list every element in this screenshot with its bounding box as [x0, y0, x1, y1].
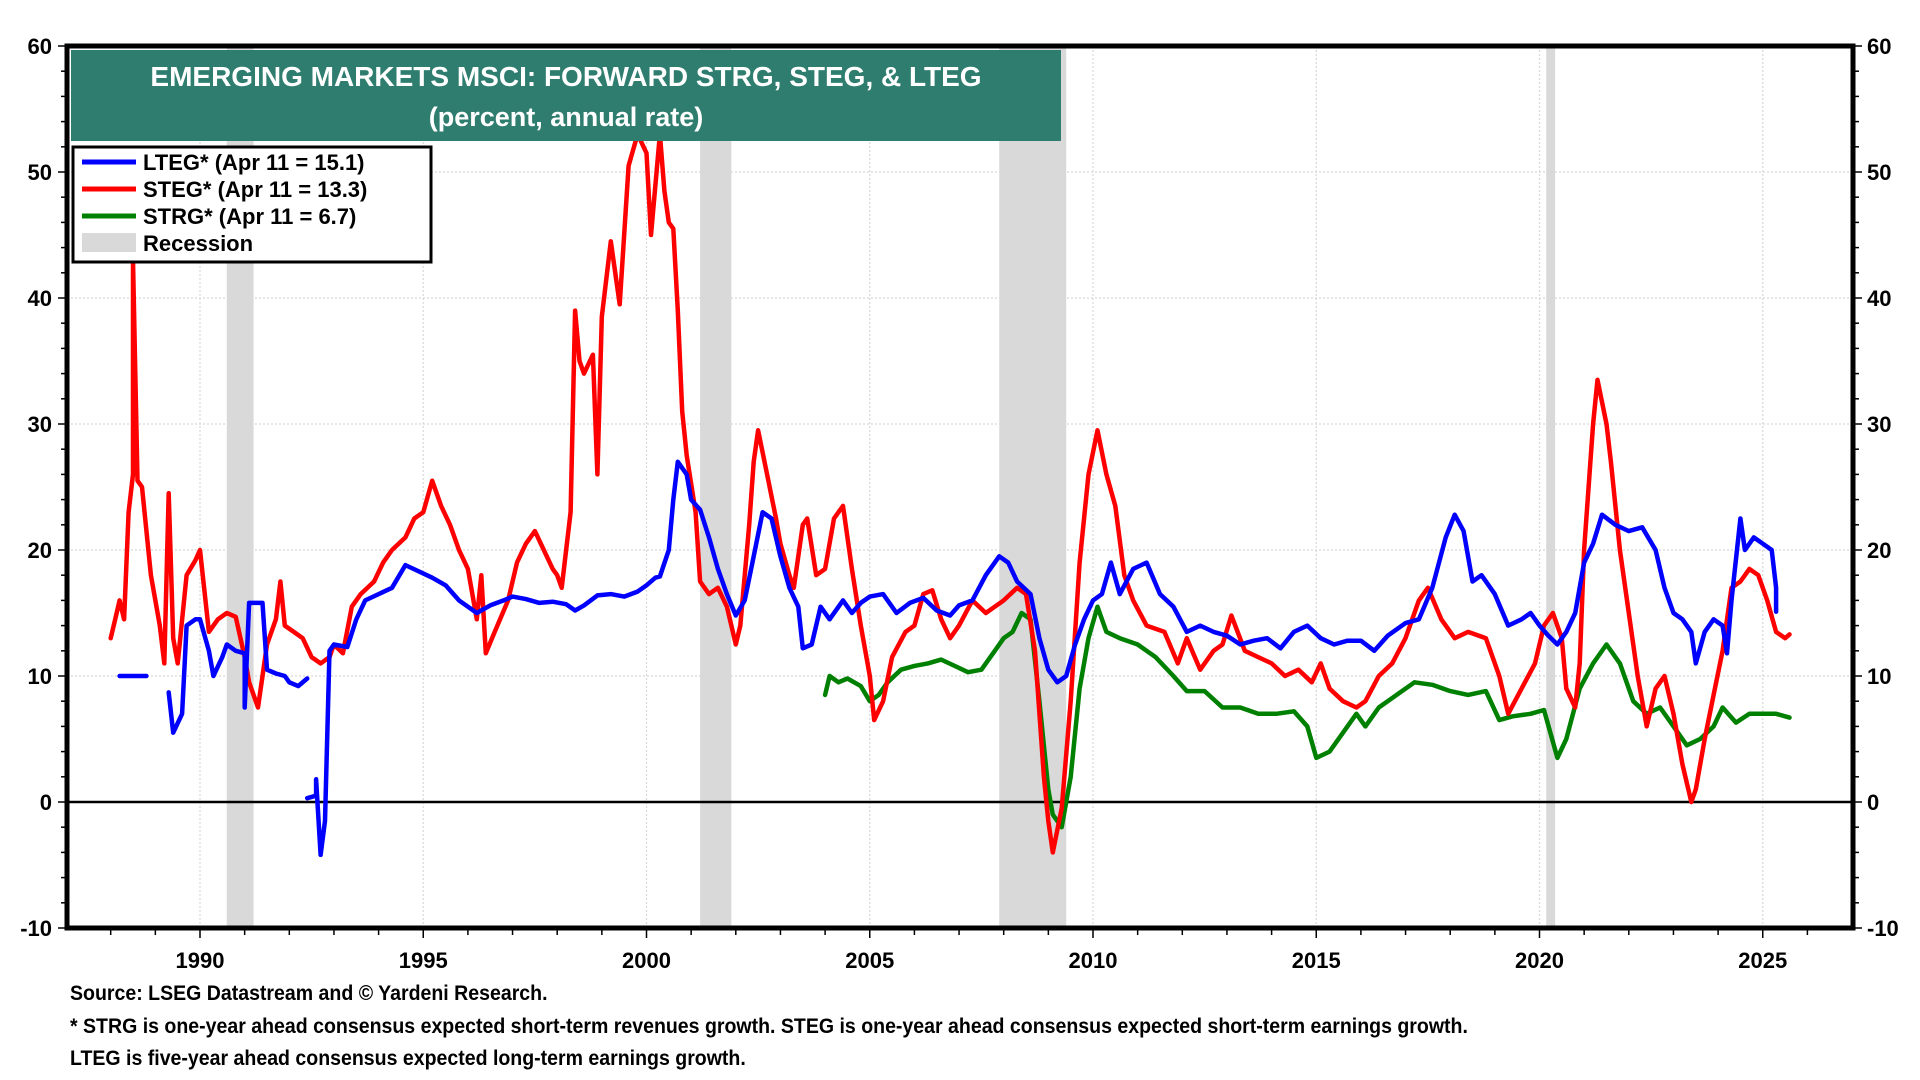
- legend: LTEG* (Apr 11 = 15.1) STEG* (Apr 11 = 13…: [71, 145, 433, 264]
- y-tick-label-left: 20: [28, 538, 52, 563]
- legend-label-recession: Recession: [143, 231, 253, 256]
- y-tick-label-right: 40: [1867, 286, 1891, 311]
- y-tick-label-right: 20: [1867, 538, 1891, 563]
- title-banner-bg: [71, 50, 1061, 141]
- footer-note-1: * STRG is one-year ahead consensus expec…: [70, 1015, 1468, 1038]
- footer-source: Source: LSEG Datastream and © Yardeni Re…: [70, 982, 548, 1005]
- title-banner: EMERGING MARKETS MSCI: FORWARD STRG, STE…: [71, 50, 1061, 141]
- y-tick-label-left: -10: [20, 916, 52, 941]
- y-tick-label-right: 0: [1867, 790, 1879, 815]
- legend-label-lteg: LTEG* (Apr 11 = 15.1): [143, 150, 365, 175]
- series-line-lteg: [117, 459, 1779, 858]
- plot-frame: [64, 43, 1856, 931]
- footer-note-2: LTEG is five-year ahead consensus expect…: [70, 1047, 746, 1070]
- x-axis: 1990 1995 2000 2005 2010 2015 2020 2025: [109, 928, 1809, 973]
- y-tick-label-left: 10: [28, 664, 52, 689]
- y-tick-label-left: 40: [28, 286, 52, 311]
- y-axis-right: -10 0 10 20 30 40 50 60: [1853, 34, 1899, 941]
- legend-swatch-recession: [82, 233, 136, 252]
- legend-label-steg: STEG* (Apr 11 = 13.3): [143, 177, 367, 202]
- y-tick-label-right: 10: [1867, 664, 1891, 689]
- x-tick-label: 1990: [176, 948, 225, 973]
- legend-label-strg: STRG* (Apr 11 = 6.7): [143, 204, 356, 229]
- x-tick-label: 2000: [622, 948, 671, 973]
- y-tick-label-right: 30: [1867, 412, 1891, 437]
- recession-band: [999, 46, 1067, 928]
- recession-band: [1546, 46, 1556, 928]
- series-lines: [108, 131, 1792, 858]
- recession-band: [700, 46, 732, 928]
- x-tick-label: 2015: [1292, 948, 1341, 973]
- series-line-strg: [822, 604, 1792, 830]
- y-tick-label-left: 50: [28, 160, 52, 185]
- y-tick-label-right: 60: [1867, 34, 1891, 59]
- y-tick-label-left: 0: [40, 790, 52, 815]
- y-tick-label-left: 60: [28, 34, 52, 59]
- y-axis-left: -10 0 10 20 30 40 50 60: [20, 34, 67, 941]
- x-tick-label: 1995: [399, 948, 448, 973]
- chart-title: EMERGING MARKETS MSCI: FORWARD STRG, STE…: [150, 61, 981, 92]
- chart-subtitle: (percent, annual rate): [429, 102, 704, 132]
- x-tick-label: 2005: [845, 948, 894, 973]
- x-tick-label: 2010: [1069, 948, 1118, 973]
- x-tick-label: 2020: [1515, 948, 1564, 973]
- x-tick-label: 2025: [1738, 948, 1787, 973]
- y-tick-label-left: 30: [28, 412, 52, 437]
- y-tick-label-right: 50: [1867, 160, 1891, 185]
- y-tick-label-right: -10: [1867, 916, 1899, 941]
